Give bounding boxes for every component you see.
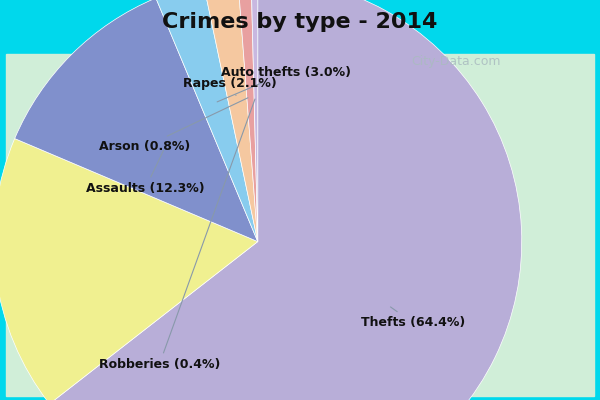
Text: Rapes (2.1%): Rapes (2.1%) <box>183 77 277 95</box>
Wedge shape <box>14 0 258 242</box>
Wedge shape <box>50 0 522 400</box>
Wedge shape <box>0 138 258 400</box>
Text: Auto thefts (3.0%): Auto thefts (3.0%) <box>217 66 351 102</box>
Text: Thefts (64.4%): Thefts (64.4%) <box>361 307 465 329</box>
Text: Arson (0.8%): Arson (0.8%) <box>100 98 248 153</box>
Wedge shape <box>156 0 258 242</box>
Text: City-Data.com: City-Data.com <box>411 56 501 68</box>
Text: Burglaries (16.9%): Burglaries (16.9%) <box>0 399 1 400</box>
Wedge shape <box>238 0 258 242</box>
Wedge shape <box>203 0 258 242</box>
Wedge shape <box>251 0 258 242</box>
Text: Robberies (0.4%): Robberies (0.4%) <box>98 99 255 371</box>
Text: Assaults (12.3%): Assaults (12.3%) <box>86 150 205 195</box>
Text: Crimes by type - 2014: Crimes by type - 2014 <box>163 12 437 32</box>
